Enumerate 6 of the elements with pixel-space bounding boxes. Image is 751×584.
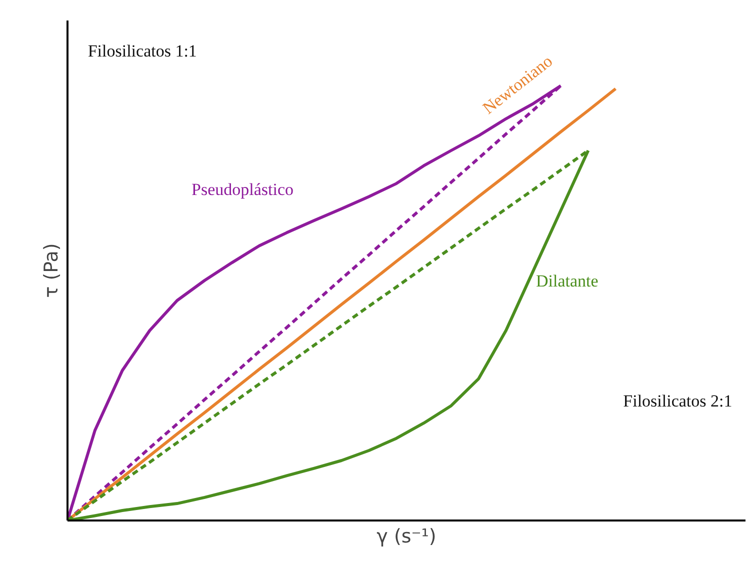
text: Filosilicatos 1:1: [88, 42, 197, 60]
y-axis-title: τ (Pa): [40, 243, 62, 298]
series-label: Dilatante: [536, 272, 598, 290]
annotation: Filosilicatos 2:1: [623, 392, 732, 410]
x-axis-title: γ (s⁻¹): [376, 526, 436, 548]
series-label: Pseudoplástico: [192, 180, 294, 199]
